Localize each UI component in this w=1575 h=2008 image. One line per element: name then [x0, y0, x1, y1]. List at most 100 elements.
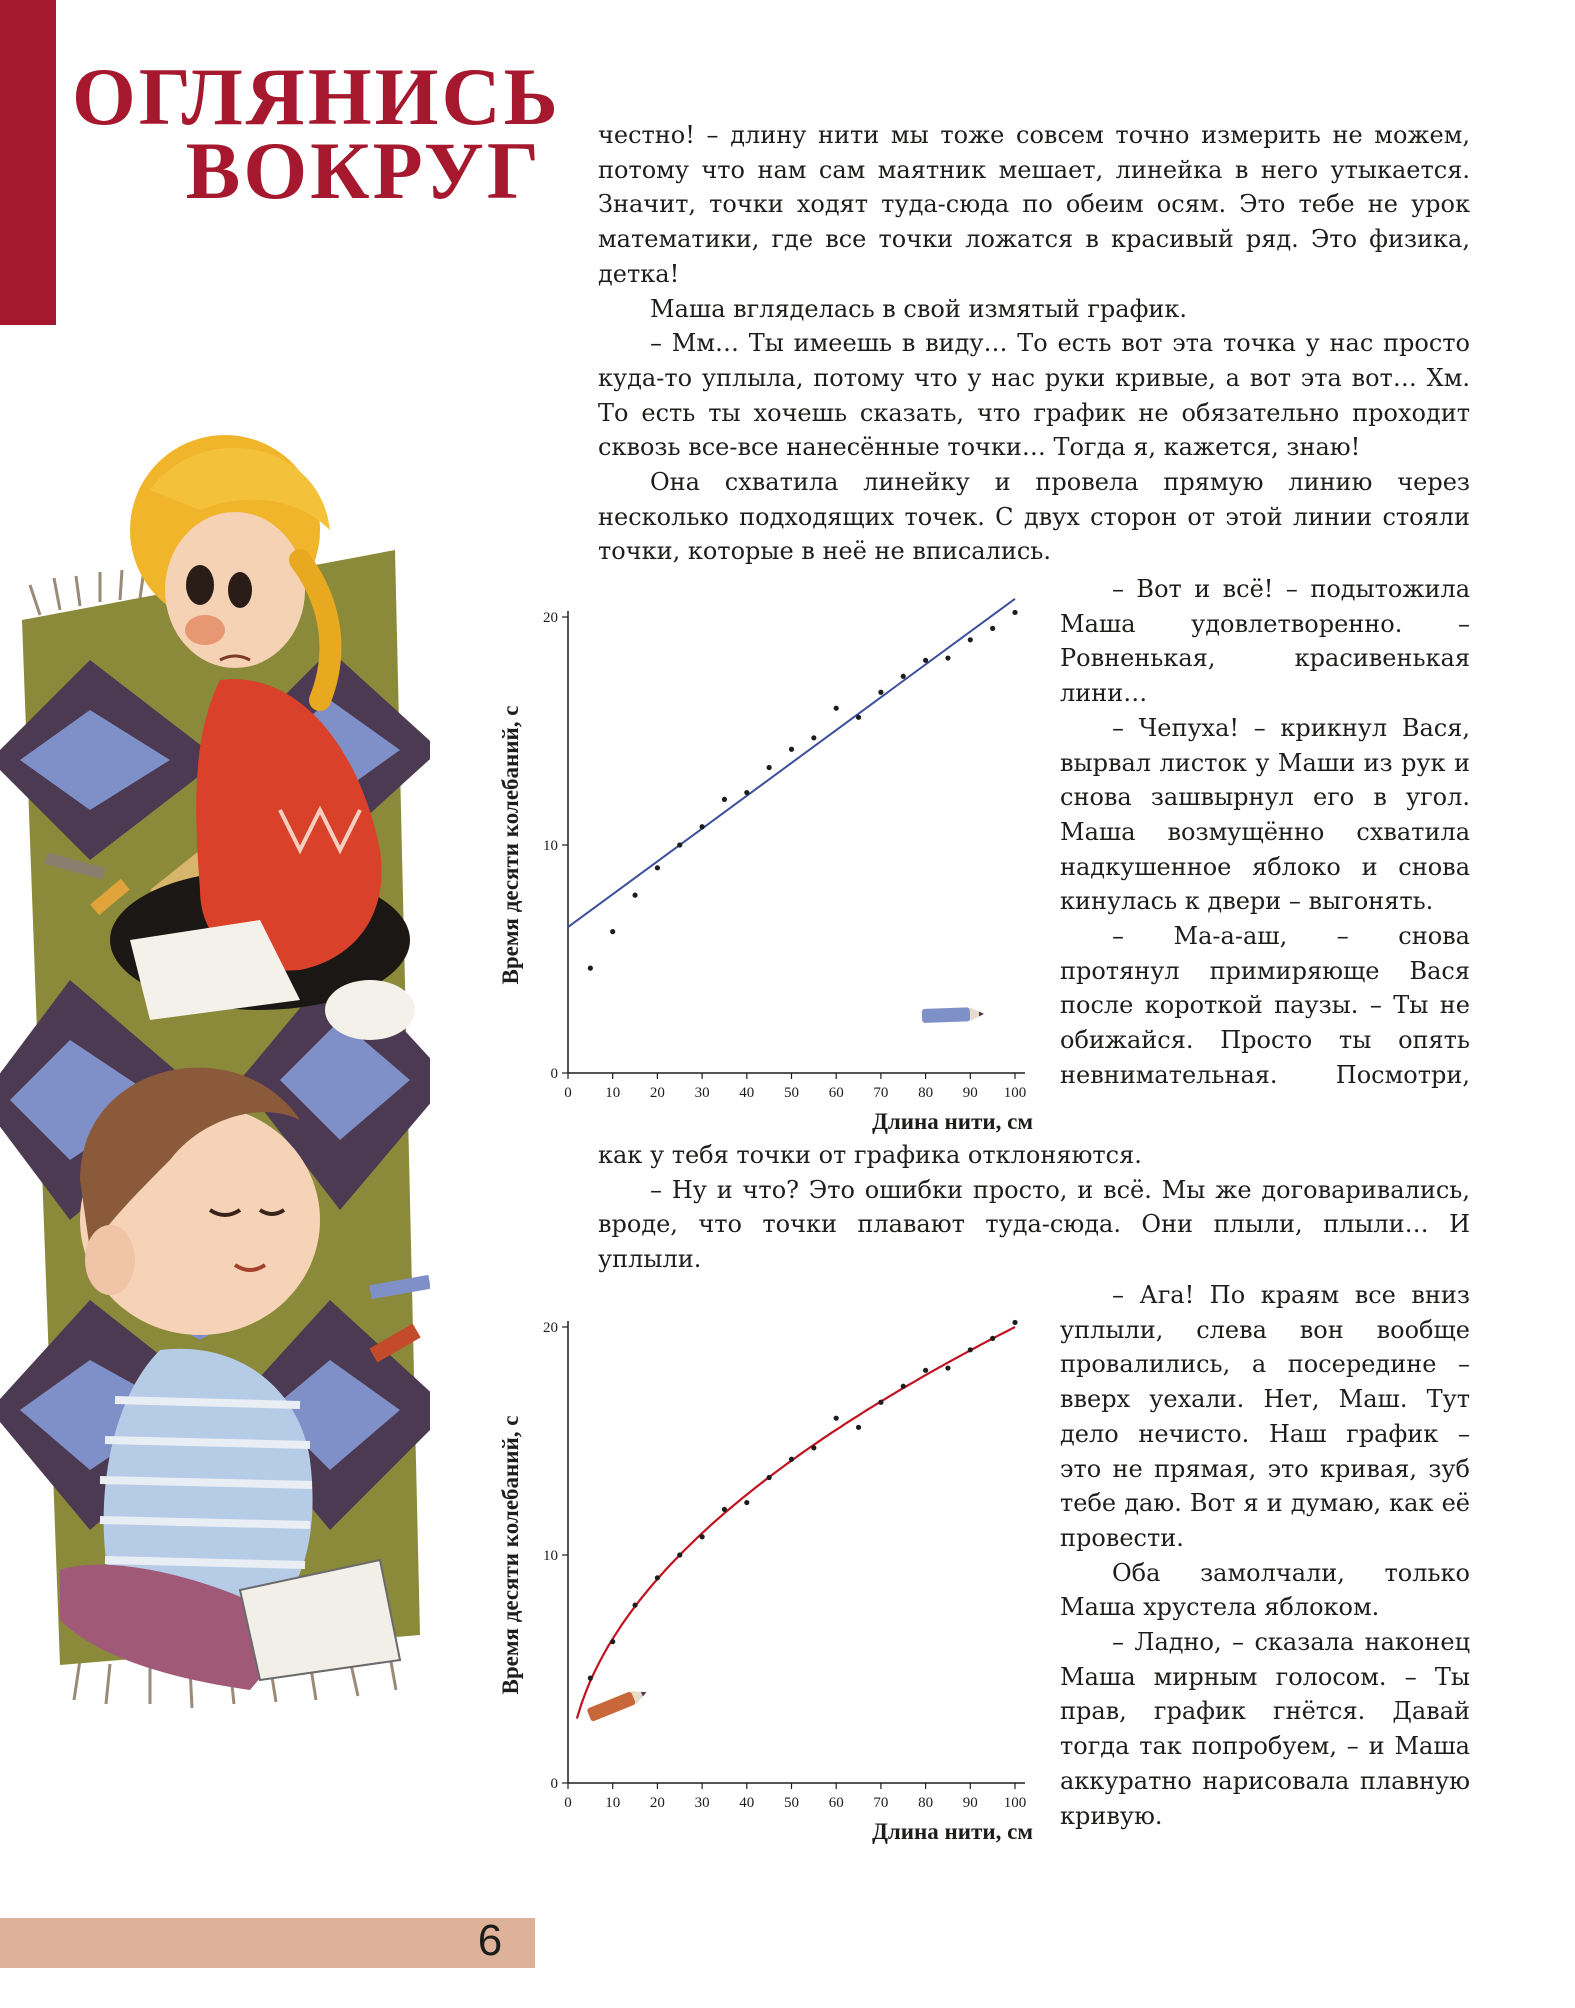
data-point [855, 714, 862, 720]
data-point [721, 1506, 728, 1512]
data-point [632, 1602, 638, 1608]
x-tick-label: 10 [605, 1795, 620, 1811]
data-point [878, 689, 884, 695]
children-on-rug-illustration [0, 435, 430, 1709]
text-block-1: честно! – длину нити мы тоже совсем точн… [598, 118, 1470, 569]
fit-curve-path [575, 1326, 1016, 1719]
data-point [923, 1367, 929, 1373]
page-number: 6 [477, 1916, 503, 1965]
data-point [878, 1399, 884, 1405]
fit-curve [575, 1326, 1016, 1719]
data-point [945, 655, 951, 661]
pencil-body [587, 1691, 636, 1722]
paragraph: – Чепуха! – крикнул Вася, вырвал листок … [1060, 713, 1470, 916]
data-point [632, 892, 638, 898]
data-point [900, 673, 906, 679]
x-axis-label: Длина нити, см [872, 1109, 1033, 1134]
section-accent-bar [0, 0, 56, 325]
data-point [699, 1534, 705, 1540]
text-block-3: как у тебя точки от графика отклоняются.… [598, 1138, 1470, 1277]
data-points [587, 609, 1018, 971]
y-tick-label: 10 [543, 838, 558, 854]
data-point [677, 842, 683, 848]
data-point [587, 1675, 593, 1681]
data-point [967, 1347, 973, 1353]
axes [567, 611, 1025, 1074]
y-tick-label: 0 [551, 1776, 559, 1792]
x-tick-label: 70 [873, 1795, 888, 1811]
x-tick-label: 80 [918, 1795, 933, 1811]
paragraph: Она схватила линейку и провела прямую ли… [598, 468, 1470, 566]
data-point [833, 1415, 839, 1421]
text-block-4: – Ага! По краям все вниз уплыли, слева в… [1060, 1278, 1470, 1833]
data-point [945, 1365, 951, 1371]
y-tick-label: 0 [551, 1066, 559, 1082]
x-tick-label: 100 [1004, 1795, 1027, 1811]
fit-line-path [567, 597, 1016, 928]
x-tick-label: 20 [650, 1795, 665, 1811]
paragraph: Оба замолчали, только Маша хрустела ябло… [1060, 1558, 1470, 1622]
section-title-line-1: ОГЛЯНИСЬ [72, 51, 561, 142]
text-block-2: – Вот и всё! – подытожила Маша удовлетво… [1060, 572, 1470, 1093]
x-ticks: 0 10 20 30 40 50 60 70 80 90 100 [564, 1073, 1026, 1101]
x-tick-label: 40 [739, 1795, 754, 1811]
data-point [654, 865, 660, 871]
paragraph: честно! – длину нити мы тоже совсем точн… [598, 121, 1470, 288]
data-point [833, 705, 839, 711]
data-point [967, 637, 973, 643]
data-points [587, 1319, 1018, 1681]
x-tick-label: 10 [605, 1085, 620, 1101]
paragraph: как у тебя точки от графика отклоняются. [598, 1141, 1142, 1169]
x-tick-label: 90 [963, 1085, 978, 1101]
data-point [699, 824, 705, 830]
scatter-chart-linear-fit: Время десяти колебаний, с Длина нити, см… [500, 597, 1033, 1134]
x-tick-label: 30 [695, 1085, 710, 1101]
pencil-drawing [587, 1691, 647, 1722]
section-title-line-2: ВОКРУГ [185, 125, 542, 216]
paragraph: Маша вгляделась в свой измятый график. [650, 294, 1187, 323]
data-point [744, 789, 750, 796]
x-tick-label: 70 [873, 1085, 888, 1101]
x-tick-label: 100 [1004, 1085, 1027, 1101]
data-point [766, 1474, 772, 1481]
pencil-body [921, 1007, 971, 1023]
x-tick-label: 60 [829, 1795, 844, 1811]
paragraph: – Ладно, – сказала наконец Маша мирным г… [1060, 1628, 1470, 1830]
x-tick-label: 0 [564, 1795, 572, 1811]
data-point [811, 1445, 817, 1451]
y-tick-label: 20 [543, 610, 558, 626]
pencil-lead [978, 1011, 984, 1017]
y-tick-label: 10 [543, 1548, 558, 1564]
x-tick-label: 0 [564, 1085, 572, 1101]
data-point [744, 1499, 750, 1506]
pencil-drawing [921, 1007, 984, 1023]
paragraph: – Ага! По краям все вниз уплыли, слева в… [1060, 1281, 1470, 1552]
y-ticks: 0 10 20 [543, 610, 568, 1082]
data-point [1012, 609, 1018, 616]
y-axis-label: Время десяти колебаний, с [500, 1416, 523, 1695]
x-tick-label: 50 [784, 1085, 799, 1101]
data-point [923, 657, 929, 663]
x-tick-label: 20 [650, 1085, 665, 1101]
data-point [654, 1575, 660, 1581]
paragraph: – Ну и что? Это ошибки просто, и всё. Мы… [598, 1175, 1470, 1274]
section-title: ОГЛЯНИСЬ ВОКРУГ [72, 51, 561, 216]
data-point [1012, 1319, 1018, 1326]
data-point [990, 625, 996, 631]
fit-line [567, 597, 1016, 928]
footer-bar [0, 1918, 535, 1968]
axes [567, 1321, 1025, 1784]
data-point [990, 1335, 996, 1341]
x-ticks: 0 10 20 30 40 50 60 70 80 90 100 [564, 1783, 1026, 1811]
y-axis-label: Время десяти колебаний, с [500, 706, 523, 985]
data-point [610, 1639, 616, 1645]
x-tick-label: 30 [695, 1795, 710, 1811]
x-tick-label: 80 [918, 1085, 933, 1101]
x-tick-label: 40 [739, 1085, 754, 1101]
x-tick-label: 90 [963, 1795, 978, 1811]
pencil-icon [921, 1007, 984, 1023]
y-ticks: 0 10 20 [543, 1320, 568, 1792]
paragraph: – Ма-а-аш, – снова протянул примиряюще В… [1060, 922, 1470, 1089]
pencil-icon [587, 1691, 647, 1722]
paragraph: – Мм… Ты имеешь в виду… То есть вот эта … [598, 329, 1470, 462]
